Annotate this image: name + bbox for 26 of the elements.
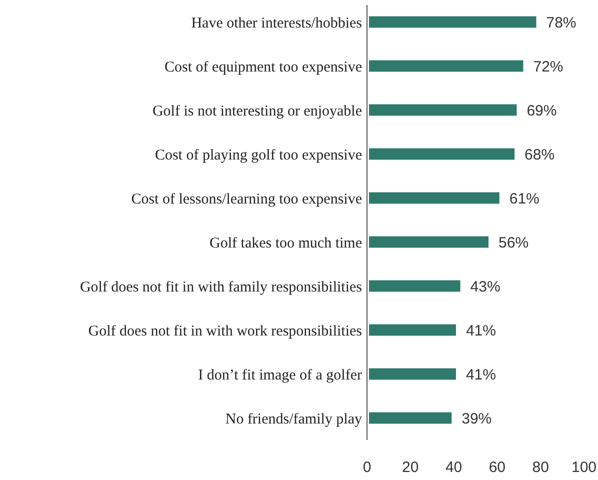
y-tick-label: Golf does not fit in with work responsibilities: [88, 323, 362, 340]
x-tick-label: 100: [571, 459, 597, 476]
data-label: 69%: [526, 102, 557, 120]
y-tick-label: Golf takes too much time: [210, 235, 362, 252]
y-tick-label: I don’t fit image of a golfer: [198, 367, 362, 384]
y-tick-label: No friends/family play: [225, 411, 362, 428]
data-label: 61%: [509, 190, 540, 208]
x-tick-label: 60: [488, 459, 506, 476]
y-tick-label: Cost of lessons/learning too expensive: [131, 191, 362, 208]
data-label: 39%: [462, 410, 492, 428]
data-label: 78%: [546, 14, 576, 32]
data-label: 68%: [524, 146, 555, 164]
y-tick-label: Have other interests/hobbies: [191, 15, 362, 32]
data-label: 56%: [498, 234, 529, 252]
data-label: 72%: [533, 58, 564, 76]
x-tick-label: 80: [532, 459, 549, 476]
x-tick-label: 20: [402, 459, 419, 476]
y-tick-label: Cost of equipment too expensive: [164, 59, 362, 76]
x-tick-label: 40: [445, 459, 462, 476]
data-label: 41%: [466, 322, 496, 340]
y-tick-label: Golf is not interesting or enjoyable: [152, 103, 362, 120]
y-tick-label: Cost of playing golf too expensive: [154, 147, 362, 164]
data-label: 43%: [470, 278, 500, 296]
data-label: 41%: [466, 366, 496, 384]
y-tick-label: Golf does not fit in with family responsibilities: [80, 279, 362, 296]
x-tick-label: 0: [362, 459, 372, 476]
